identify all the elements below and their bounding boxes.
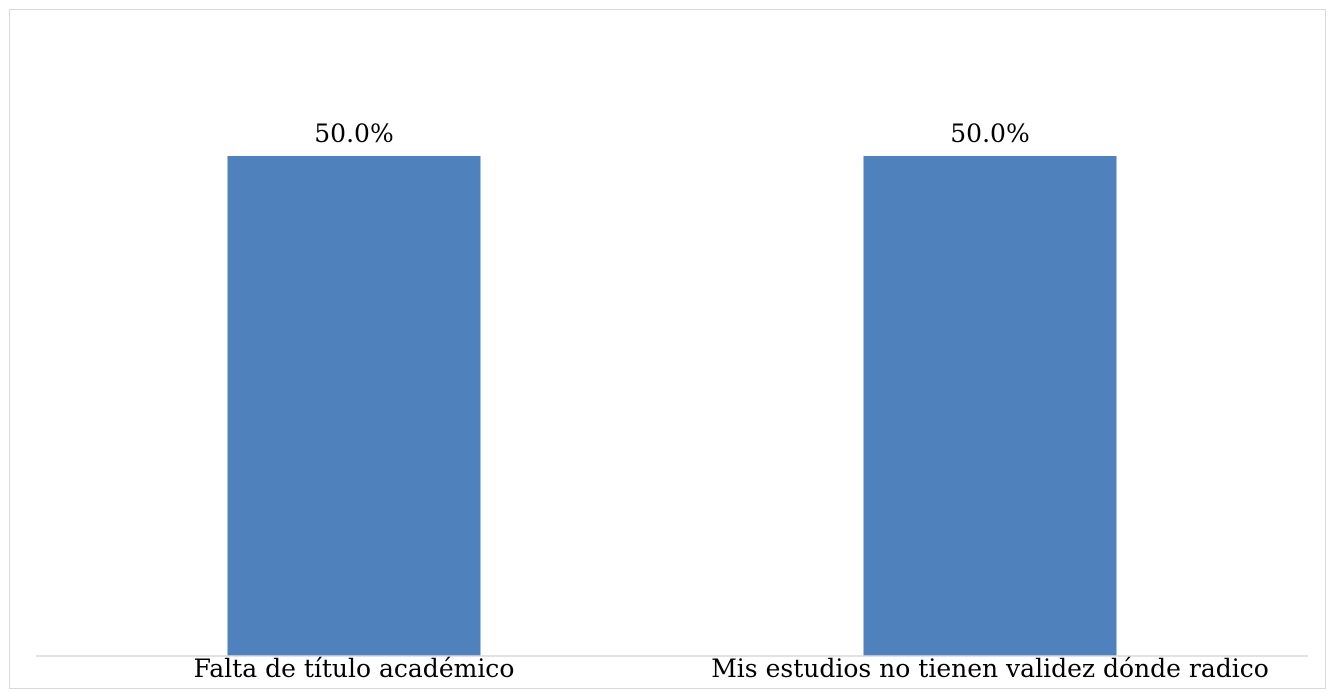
data-label-2: 50.0% bbox=[950, 119, 1029, 148]
bar-2 bbox=[863, 156, 1117, 656]
data-label-1: 50.0% bbox=[314, 119, 393, 148]
category-label-1: Falta de título académico bbox=[194, 654, 515, 683]
category-label-2: Mis estudios no tienen validez dónde rad… bbox=[711, 654, 1269, 683]
bar-1 bbox=[227, 156, 481, 656]
